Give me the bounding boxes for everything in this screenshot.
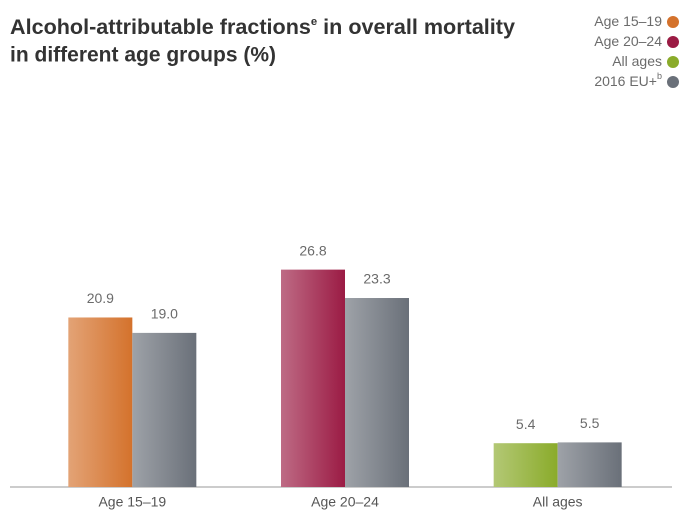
legend-label: Age 15–19 bbox=[594, 13, 662, 29]
chart-title: Alcohol-attributable fractions e in overa… bbox=[10, 16, 515, 39]
legend-swatch bbox=[667, 36, 679, 48]
title-text: Alcohol-attributable fractions bbox=[10, 16, 311, 39]
title-text: in overall mortality bbox=[317, 16, 515, 39]
legend-swatch bbox=[667, 56, 679, 68]
legend-label: Age 20–24 bbox=[594, 33, 662, 49]
bar bbox=[281, 269, 345, 487]
legend-swatch bbox=[667, 16, 679, 28]
legend-text: Age 20–24 bbox=[594, 33, 662, 49]
legend-text: All ages bbox=[612, 53, 662, 69]
bar bbox=[557, 442, 622, 487]
value-label: 26.8 bbox=[299, 242, 326, 258]
legend-superscript: b bbox=[657, 71, 662, 81]
legend-label: All ages bbox=[612, 53, 662, 69]
x-tick-label: All ages bbox=[533, 494, 583, 510]
bar bbox=[68, 317, 133, 487]
legend-text: Age 15–19 bbox=[594, 13, 662, 29]
legend-text: 2016 EU+ bbox=[594, 73, 657, 89]
bar bbox=[493, 443, 558, 487]
value-label: 5.4 bbox=[516, 416, 536, 432]
x-tick-label: Age 15–19 bbox=[98, 494, 166, 510]
value-label: 23.3 bbox=[363, 271, 390, 287]
value-label: 19.0 bbox=[151, 306, 178, 322]
chart-title: in different age groups (%) bbox=[10, 44, 276, 67]
title-superscript: e bbox=[311, 16, 317, 28]
legend-label: 2016 EU+b bbox=[594, 71, 662, 88]
legend-swatch bbox=[667, 76, 679, 88]
bar bbox=[345, 298, 409, 487]
x-tick-label: Age 20–24 bbox=[311, 494, 379, 510]
value-label: 5.5 bbox=[580, 415, 600, 431]
value-label: 20.9 bbox=[87, 290, 114, 306]
bar bbox=[132, 332, 197, 487]
